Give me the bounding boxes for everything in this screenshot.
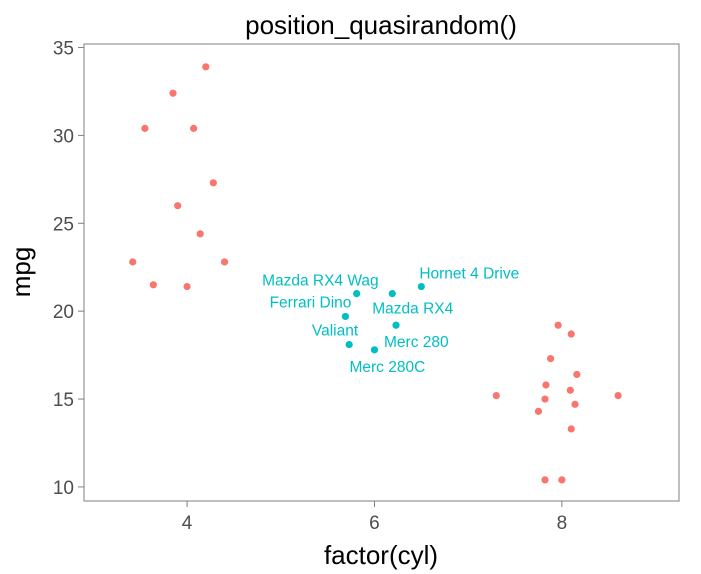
point-label: Hornet 4 Drive: [419, 266, 519, 283]
x-axis: 4 6 8: [182, 501, 567, 534]
data-point: [571, 400, 579, 408]
data-point: [190, 124, 198, 132]
data-point: [554, 321, 562, 329]
data-point: [542, 381, 550, 389]
data-point: [567, 330, 575, 338]
y-tick-label: 25: [53, 214, 74, 235]
x-axis-title: factor(cyl): [324, 540, 438, 570]
data-point: [614, 391, 622, 400]
y-tick-label: 10: [53, 478, 74, 499]
point-labels: Hornet 4 Drive Mazda RX4 Wag Mazda RX4 Ferr…: [262, 266, 519, 376]
point-label: Valiant: [312, 323, 359, 340]
data-point: [370, 346, 379, 354]
y-axis: 10 15 20 25 30 35: [53, 39, 84, 499]
data-point: [566, 386, 574, 394]
data-point: [392, 321, 400, 329]
data-point: [202, 63, 210, 71]
data-point: [220, 258, 229, 266]
data-point: [388, 289, 396, 298]
data-point: [534, 407, 543, 415]
data-point: [196, 230, 204, 238]
data-point: [417, 282, 425, 291]
point-label: Mazda RX4 Wag: [262, 273, 379, 290]
point-label: Merc 280: [384, 334, 449, 351]
y-tick-label: 20: [53, 302, 74, 323]
data-point: [341, 312, 350, 321]
data-point: [169, 89, 177, 97]
data-point: [573, 370, 581, 379]
data-point: [141, 124, 149, 132]
x-tick-label: 6: [369, 513, 380, 534]
data-point: [492, 391, 500, 400]
data-point: [541, 395, 549, 403]
y-tick-label: 30: [53, 126, 74, 147]
x-tick-label: 8: [557, 513, 568, 534]
y-tick-label: 15: [53, 390, 74, 411]
point-label: Mazda RX4: [372, 301, 453, 318]
data-point: [547, 355, 555, 363]
data-point: [149, 281, 157, 289]
data-points: [129, 63, 622, 484]
data-point: [353, 289, 361, 298]
point-label: Merc 280C: [349, 359, 425, 376]
x-tick-label: 4: [182, 513, 193, 534]
data-point: [129, 258, 137, 266]
plot-panel: [83, 43, 680, 502]
data-point: [558, 476, 566, 484]
data-point: [541, 476, 549, 484]
data-point: [183, 282, 191, 291]
data-point: [174, 202, 182, 210]
data-point: [345, 340, 353, 349]
y-axis-title: mpg: [6, 247, 36, 298]
data-point: [567, 425, 575, 433]
point-label: Ferrari Dino: [270, 294, 352, 311]
y-tick-label: 35: [53, 39, 74, 60]
data-point: [209, 179, 217, 187]
chart-title: position_quasirandom(): [245, 10, 517, 40]
